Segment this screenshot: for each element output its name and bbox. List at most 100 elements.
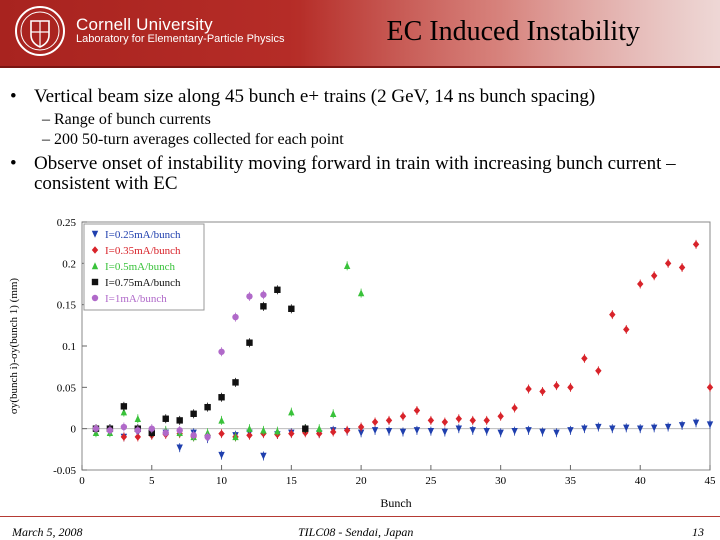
data-point [204, 433, 211, 441]
data-point [357, 289, 365, 297]
data-point [637, 280, 644, 288]
data-point [385, 416, 393, 425]
data-point [595, 367, 602, 375]
data-point [567, 427, 574, 435]
bullet-dot: • [10, 86, 17, 107]
data-point [371, 427, 379, 435]
y-tick-label: 0.1 [62, 341, 76, 353]
legend-box [83, 223, 205, 311]
chart-legend: I=0.25mA/bunch I=0.35mA/bunch I=0.5mA/bunc… [83, 223, 205, 311]
legend-label: I=0.5mA/bunch [105, 261, 176, 273]
data-point [176, 427, 183, 434]
data-point [134, 433, 142, 441]
data-point [288, 429, 295, 438]
header-divider [0, 66, 720, 68]
data-point [218, 394, 225, 401]
data-marks [92, 239, 714, 461]
x-axis-label: Bunch [380, 496, 411, 510]
data-point [637, 425, 644, 433]
data-point [706, 421, 714, 429]
data-point [120, 408, 128, 416]
legend-marker [91, 246, 99, 254]
data-point [330, 410, 337, 417]
data-point [134, 415, 142, 422]
cornell-seal-logo [15, 6, 65, 56]
data-point [246, 339, 253, 346]
x-tick-label: 45 [705, 475, 717, 487]
x-tick-label: 5 [149, 475, 155, 487]
footer-venue: TILC08 - Sendai, Japan [298, 525, 414, 539]
data-point [246, 293, 253, 300]
data-point [497, 412, 504, 421]
x-tick-label: 25 [425, 475, 437, 487]
data-point [260, 452, 267, 460]
data-point [246, 424, 253, 432]
data-point [385, 427, 393, 435]
data-point [692, 240, 700, 249]
data-point [399, 412, 407, 421]
data-point [106, 427, 114, 434]
data-point [274, 427, 281, 435]
x-tick-label: 0 [79, 475, 85, 487]
data-point [483, 427, 490, 435]
bullet-dot: • [10, 153, 17, 174]
data-point [260, 426, 267, 434]
bullet-1-text: Vertical beam size along 45 bunch e+ tra… [34, 86, 596, 107]
data-point [706, 383, 714, 392]
data-point [176, 417, 183, 424]
data-point [316, 429, 323, 438]
data-point [218, 416, 225, 424]
data-point [511, 404, 518, 412]
data-point [120, 423, 128, 431]
data-point [357, 429, 365, 437]
data-point [134, 427, 142, 434]
data-point [623, 325, 630, 334]
data-point [260, 303, 267, 310]
sub-bullet-1: – Range of bunch currents [42, 111, 211, 128]
data-point [427, 427, 435, 435]
data-point [232, 313, 239, 321]
data-point [609, 425, 616, 433]
data-point [525, 385, 532, 393]
y-axis-ticks: -0.05 0 0.05 0.1 0.15 0.2 0.25 [53, 217, 87, 477]
footer-divider [0, 516, 720, 517]
lab-name: Laboratory for Elementary-Particle Physi… [76, 33, 285, 45]
bullet-2-text: Observe onset of instability moving forw… [34, 153, 676, 194]
data-point [455, 425, 462, 433]
data-point [525, 427, 532, 435]
y-tick-label: 0.05 [57, 382, 77, 394]
data-point [623, 424, 630, 432]
data-point [343, 426, 351, 435]
data-point [567, 383, 574, 392]
data-point [92, 425, 100, 432]
data-point [539, 387, 546, 396]
data-point [190, 432, 197, 439]
legend-label: I=0.35mA/bunch [105, 245, 181, 257]
data-point [595, 423, 602, 431]
data-point [581, 425, 588, 433]
legend-marker [91, 278, 99, 286]
y-axis-label: σy(bunch i)-σy(bunch 1) (mm) [8, 278, 20, 415]
x-tick-label: 35 [565, 475, 577, 487]
data-point [539, 428, 546, 436]
data-point [511, 427, 518, 435]
y-tick-label: 0.2 [62, 258, 76, 270]
y-tick-label: 0.25 [57, 217, 77, 229]
data-point [497, 429, 504, 437]
data-point [274, 286, 281, 293]
legend-marker [91, 294, 99, 302]
data-point [162, 415, 169, 422]
header-fade [300, 0, 720, 66]
footer-date: March 5, 2008 [12, 525, 83, 539]
data-point [232, 433, 239, 441]
x-tick-label: 40 [635, 475, 647, 487]
data-point [553, 429, 560, 437]
x-tick-label: 30 [495, 475, 507, 487]
y-tick-label: 0.15 [57, 300, 77, 312]
footer-page-number: 13 [692, 525, 704, 539]
university-name: Cornell University [76, 15, 213, 34]
data-point [399, 428, 407, 436]
data-point [483, 416, 490, 425]
data-point [427, 416, 435, 425]
